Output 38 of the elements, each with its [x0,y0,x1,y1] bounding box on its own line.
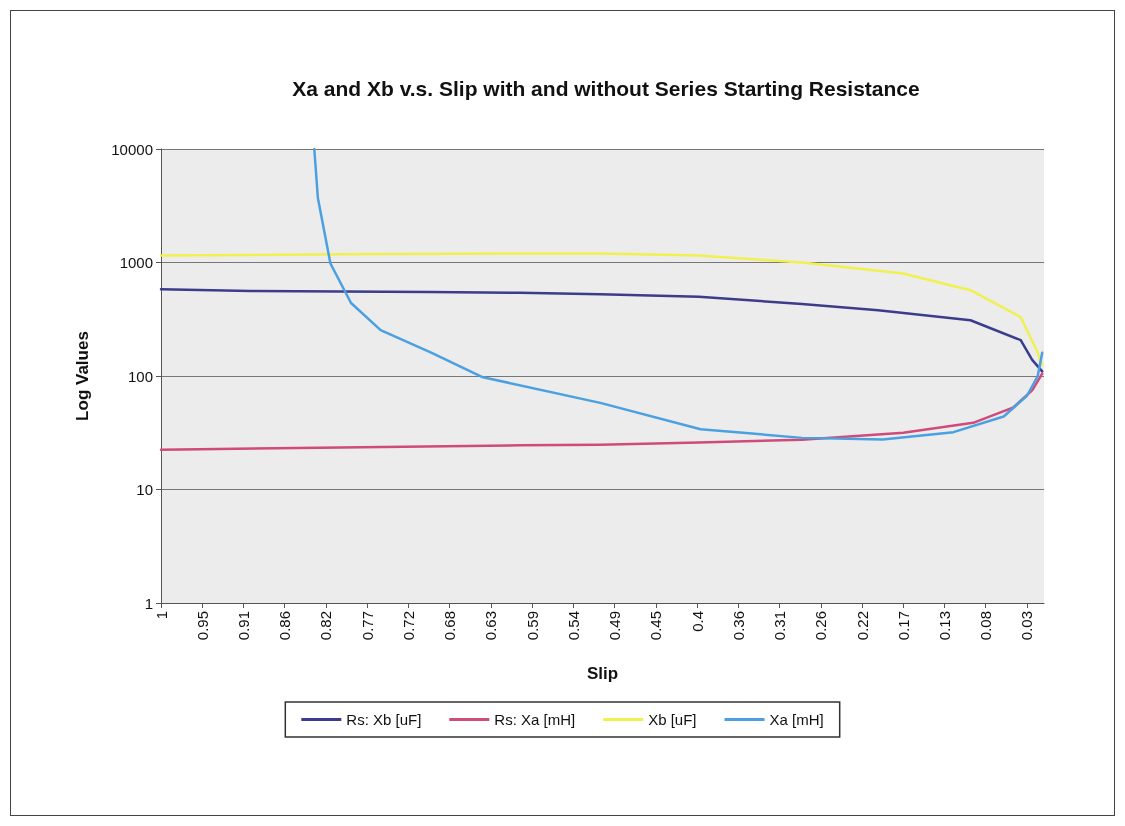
x-tick-label: 0.59 [523,611,541,641]
y-tick-label: 100 [127,367,153,385]
x-tick-label: 0.63 [482,611,500,641]
x-tick-label: 0.68 [441,611,459,641]
x-tick-label: 0.13 [935,611,953,641]
x-axis-title: Slip [586,664,619,683]
x-tick-label: 1 [152,611,170,620]
line-series [313,147,1044,441]
legend-label: Rs: Xb [uF] [346,711,422,728]
x-tick-label: 0.45 [647,611,665,641]
y-tick-label: 1000 [119,254,153,271]
x-tick-label: 0.82 [317,611,335,641]
x-tick-label: 0.4 [688,611,706,632]
x-tick-label: 0.77 [358,611,376,641]
legend-label: Xa [mH] [769,711,824,728]
y-axis-title: Log Values [73,331,92,421]
x-tick-label: 0.17 [894,611,912,641]
x-tick-label: 0.08 [977,611,995,641]
x-tick-label: 0.31 [771,611,789,641]
line-series [159,252,1044,367]
x-tick-label: 0.36 [729,611,747,641]
line-series [159,288,1044,373]
chart-title: Xa and Xb v.s. Slip with and without Series Starting Resistance [292,77,920,100]
x-tick-label: 0.49 [606,611,624,641]
y-tick-label: 10000 [111,140,153,158]
y-tick-label: 1 [144,594,153,612]
legend-label: Xb [uF] [648,711,697,728]
x-tick-label: 0.72 [399,611,417,641]
y-tick-label: 10 [136,481,153,498]
x-tick-label: 0.26 [812,611,830,641]
line-series [159,372,1044,451]
x-tick-label: 0.86 [276,611,294,641]
x-tick-label: 0.03 [1018,611,1036,641]
legend-label: Rs: Xa [mH] [494,711,576,728]
x-tick-label: 0.54 [564,611,582,641]
x-tick-label: 0.95 [193,611,211,641]
x-tick-label: 0.22 [853,611,871,641]
x-tick-label: 0.91 [234,611,252,641]
